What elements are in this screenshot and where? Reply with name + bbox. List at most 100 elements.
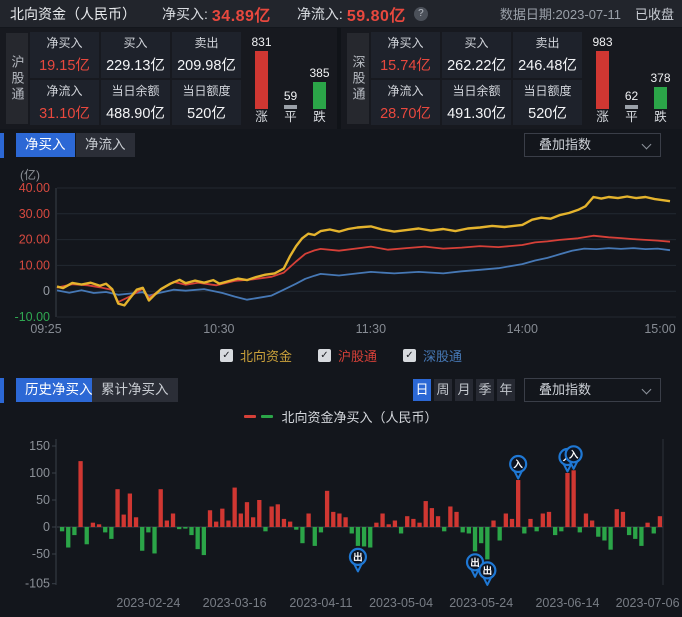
svg-text:出: 出	[353, 551, 363, 563]
stat-cell: 净买入 15.74亿	[371, 32, 440, 78]
period-week-button[interactable]: 周	[434, 379, 452, 401]
period-year-button[interactable]: 年	[497, 379, 515, 401]
panel-shanghai-connect: 沪股通 净买入 19.15亿 买入 229.13亿 卖出 209.98亿 净流入 31.…	[0, 28, 337, 129]
svg-text:15:00: 15:00	[644, 322, 675, 336]
inflow-marker: 入	[509, 454, 528, 480]
svg-text:2023-07-06: 2023-07-06	[616, 596, 680, 610]
tab-history-net-buy[interactable]: 历史净买入	[16, 378, 102, 402]
legend-item-shenzhen[interactable]: ✓ 深股通	[403, 346, 462, 365]
intraday-tab-row: 净买入 净流入 叠加指数	[0, 133, 682, 158]
svg-text:10:30: 10:30	[203, 322, 234, 336]
down-column: 385 跌	[309, 66, 330, 124]
red-dash-icon	[244, 414, 257, 418]
flat-column: 59 平	[283, 89, 298, 124]
svg-text:2023-06-14: 2023-06-14	[535, 596, 599, 610]
history-legend: 北向资金净买入（人民币）	[0, 406, 682, 426]
history-bar-chart[interactable]: 150 100 50 0 -50 -105 2023-02-24 2023-03-16 2023…	[0, 427, 682, 617]
svg-text:出: 出	[470, 557, 480, 569]
net-buy-value: 34.89亿	[211, 7, 271, 25]
panel-shenzhen-connect: 深股通 净买入 15.74亿 买入 262.22亿 卖出 246.48亿 净流入 28.…	[341, 28, 682, 129]
stat-cell: 当日余额 488.90亿	[101, 79, 170, 125]
overlay-index-dropdown[interactable]: 叠加指数	[524, 133, 661, 157]
section-accent-stripe	[0, 378, 4, 403]
svg-text:-50: -50	[32, 547, 50, 561]
svg-text:2023-03-16: 2023-03-16	[203, 596, 267, 610]
inflow-marker: 入	[564, 445, 583, 470]
net-buy-label: 净买入:	[162, 5, 208, 22]
stat-cell: 当日额度 520亿	[513, 79, 582, 125]
panel-title-shanghai: 沪股通	[6, 33, 28, 124]
up-column: 983 涨	[592, 35, 613, 124]
tab-net-inflow[interactable]: 净流入	[76, 133, 135, 157]
green-dash-icon	[261, 414, 274, 418]
svg-text:0: 0	[43, 520, 50, 534]
shenzhen-advance-decline-chart: 983 涨 62 平 378 跌	[584, 32, 677, 125]
svg-text:20.00: 20.00	[19, 233, 50, 247]
stat-cell: 当日余额 491.30亿	[442, 79, 511, 125]
stat-cell: 卖出 209.98亿	[172, 32, 241, 78]
down-column: 378 跌	[650, 71, 671, 124]
shenzhen-stats-grid: 净买入 15.74亿 买入 262.22亿 卖出 246.48亿 净流入 28.70亿 …	[371, 32, 582, 125]
section-accent-stripe	[0, 133, 4, 158]
history-legend-label: 北向资金净买入（人民币）	[281, 409, 438, 425]
overlay-index-dropdown-2[interactable]: 叠加指数	[524, 378, 661, 402]
checkbox-checked-icon[interactable]: ✓	[219, 348, 233, 362]
svg-text:30.00: 30.00	[19, 207, 50, 221]
tab-net-buy[interactable]: 净买入	[16, 133, 75, 157]
period-buttons: 日 周 月 季 年	[413, 379, 515, 401]
intraday-legend: ✓ 北向资金 ✓ 沪股通 ✓ 深股通	[0, 344, 682, 366]
shanghai-stats-grid: 净买入 19.15亿 买入 229.13亿 卖出 209.98亿 净流入 31.10亿 …	[30, 32, 241, 125]
page-title: 北向资金（人民币）	[10, 5, 136, 22]
stat-cell: 净流入 28.70亿	[371, 79, 440, 125]
legend-item-northbound[interactable]: ✓ 北向资金	[219, 346, 292, 365]
svg-text:50: 50	[36, 493, 50, 507]
legend-item-shanghai[interactable]: ✓ 沪股通	[317, 346, 377, 365]
stat-cell: 净买入 19.15亿	[30, 32, 99, 78]
period-quarter-button[interactable]: 季	[476, 379, 494, 401]
net-inflow-label: 净流入:	[296, 5, 343, 22]
period-month-button[interactable]: 月	[455, 379, 473, 401]
svg-text:出: 出	[483, 565, 493, 577]
outflow-marker: 出	[465, 553, 485, 578]
svg-text:150: 150	[29, 439, 50, 453]
checkbox-checked-icon[interactable]: ✓	[317, 348, 331, 362]
checkbox-checked-icon[interactable]: ✓	[403, 348, 416, 362]
svg-text:100: 100	[29, 466, 50, 480]
svg-text:2023-05-24: 2023-05-24	[449, 596, 513, 610]
shanghai-advance-decline-chart: 831 涨 59 平 385 跌	[243, 32, 336, 125]
chevron-down-icon	[641, 384, 652, 395]
data-date: 数据日期:2023-07-11	[499, 7, 621, 22]
svg-text:2023-02-24: 2023-02-24	[116, 596, 180, 610]
header: 北向资金（人民币） 净买入: 34.89亿 净流入: 59.80亿 ? 数据日期…	[0, 0, 682, 27]
period-day-button[interactable]: 日	[413, 379, 431, 401]
svg-text:2023-04-11: 2023-04-11	[289, 596, 352, 610]
svg-text:10.00: 10.00	[19, 258, 50, 272]
svg-text:(亿): (亿)	[20, 167, 40, 182]
stat-cell: 当日额度 520亿	[172, 79, 241, 125]
stat-cell: 买入 262.22亿	[442, 32, 511, 78]
net-inflow-value: 59.80亿	[346, 7, 406, 25]
outflow-marker: 出	[348, 547, 368, 573]
help-icon[interactable]: ?	[413, 6, 428, 21]
stat-cell: 净流入 31.10亿	[30, 79, 99, 125]
svg-text:入: 入	[512, 460, 523, 471]
connect-panels: 沪股通 净买入 19.15亿 买入 229.13亿 卖出 209.98亿 净流入 31.…	[0, 28, 682, 129]
svg-text:09:25: 09:25	[30, 322, 61, 336]
panel-title-shenzhen: 深股通	[347, 33, 369, 124]
flat-column: 62 平	[624, 89, 639, 124]
svg-text:40.00: 40.00	[19, 181, 50, 195]
svg-text:-10.00: -10.00	[15, 310, 50, 324]
history-tab-row: 历史净买入 累计净买入 日 周 月 季 年 叠加指数	[0, 378, 682, 403]
stat-cell: 卖出 246.48亿	[513, 32, 582, 78]
svg-text:2023-05-04: 2023-05-04	[369, 596, 433, 610]
chevron-down-icon	[641, 139, 652, 150]
tab-cumulative-net-buy[interactable]: 累计净买入	[92, 378, 178, 402]
stat-cell: 买入 229.13亿	[101, 32, 170, 78]
svg-text:-105: -105	[25, 577, 50, 591]
svg-text:0: 0	[43, 284, 50, 298]
market-status-badge: 已收盘	[634, 7, 674, 22]
outflow-marker: 出	[478, 561, 497, 586]
svg-text:入: 入	[568, 450, 579, 461]
